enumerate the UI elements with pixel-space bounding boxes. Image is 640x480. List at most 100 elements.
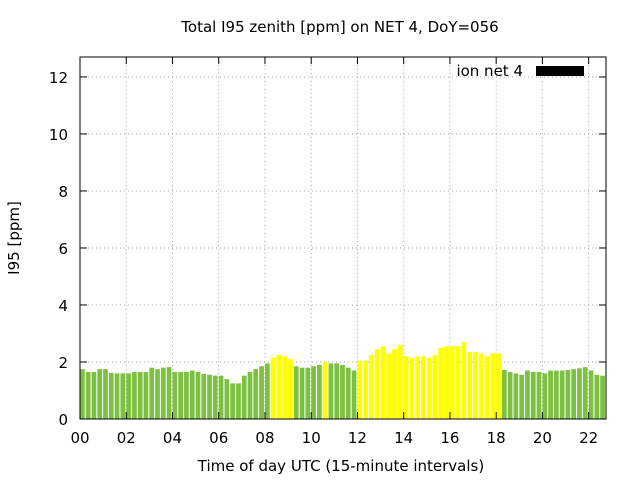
bar: [484, 356, 490, 419]
chart-title: Total I95 zenith [ppm] on NET 4, DoY=056: [180, 18, 498, 36]
y-tick-label: 6: [58, 240, 68, 258]
grid: [80, 57, 606, 419]
bar: [114, 373, 120, 419]
plot-frame: [79, 56, 607, 420]
bar: [444, 346, 449, 419]
bar: [351, 370, 357, 419]
y-tick-label: 12: [49, 69, 68, 87]
bar: [85, 371, 91, 419]
bar: [224, 379, 230, 419]
bar: [236, 383, 241, 419]
bar: [120, 373, 126, 419]
bar: [143, 371, 149, 419]
bar: [201, 373, 207, 419]
bar: [553, 370, 559, 419]
bar: [473, 352, 478, 419]
legend-label: ion net 4: [456, 62, 523, 80]
x-axis-label: Time of day UTC (15-minute intervals): [197, 457, 484, 475]
legend-swatch: [536, 66, 584, 76]
bar: [461, 342, 467, 419]
bar: [577, 368, 582, 419]
bar: [218, 375, 224, 419]
bar: [97, 369, 103, 419]
bar: [276, 354, 282, 419]
bar: [536, 371, 542, 419]
bar: [357, 360, 363, 419]
bar: [293, 366, 299, 419]
bar: [478, 353, 484, 419]
x-tick-label: 18: [487, 429, 506, 447]
bar: [571, 369, 577, 419]
bar: [594, 374, 600, 419]
bar: [496, 353, 501, 419]
bar: [172, 371, 178, 419]
bar: [374, 349, 380, 419]
bar: [455, 346, 461, 419]
bar: [345, 367, 351, 419]
bar: [305, 367, 311, 419]
bar: [490, 353, 496, 419]
bar: [467, 352, 473, 419]
x-tick-label: 16: [440, 429, 459, 447]
y-tick-label: 2: [58, 354, 68, 372]
bar: [282, 356, 288, 419]
bar: [184, 371, 189, 419]
bar: [212, 375, 218, 419]
bar: [542, 373, 548, 419]
x-tick-label: 14: [394, 429, 413, 447]
bar: [189, 370, 195, 419]
bar: [340, 364, 345, 419]
bar: [565, 369, 571, 419]
bar: [449, 346, 455, 419]
bar: [311, 366, 316, 419]
bar: [548, 370, 553, 419]
bar: [155, 369, 160, 419]
y-axis-label: I95 [ppm]: [5, 201, 23, 275]
bar: [149, 367, 155, 419]
bar: [409, 357, 415, 419]
bar: [513, 373, 519, 419]
x-tick-label: 22: [579, 429, 598, 447]
bar: [259, 366, 264, 419]
bar: [397, 344, 403, 419]
bar: [519, 374, 525, 419]
bar: [530, 371, 536, 419]
bar: [91, 371, 97, 419]
bar: [421, 356, 426, 419]
bar: [363, 360, 368, 419]
bar: [103, 369, 108, 419]
bar: [207, 374, 212, 419]
bar: [507, 371, 513, 419]
bar: [247, 371, 253, 419]
x-tick-label: 12: [348, 429, 367, 447]
bar: [316, 364, 322, 419]
bar: [501, 369, 507, 419]
bar: [178, 371, 184, 419]
bar: [108, 372, 114, 419]
bar: [288, 359, 293, 419]
bar: [166, 367, 172, 419]
bar: [230, 383, 236, 419]
bar: [328, 363, 334, 419]
x-tick-label: 10: [302, 429, 321, 447]
bar: [270, 357, 276, 419]
bar: [241, 375, 247, 419]
y-tick-label: 8: [58, 183, 68, 201]
x-tick-label: 08: [255, 429, 274, 447]
y-tick-label: 4: [58, 297, 68, 315]
bar: [80, 369, 85, 419]
bar: [392, 349, 397, 419]
bar: [403, 356, 409, 419]
bar: [600, 375, 605, 419]
bars: [80, 342, 605, 419]
bar: [588, 370, 594, 419]
legend: ion net 4: [456, 62, 584, 80]
bar: [160, 367, 166, 419]
bar: [386, 353, 392, 419]
bar: [126, 373, 131, 419]
bar: [525, 370, 530, 419]
bar: [322, 361, 328, 419]
bar: [137, 371, 143, 419]
